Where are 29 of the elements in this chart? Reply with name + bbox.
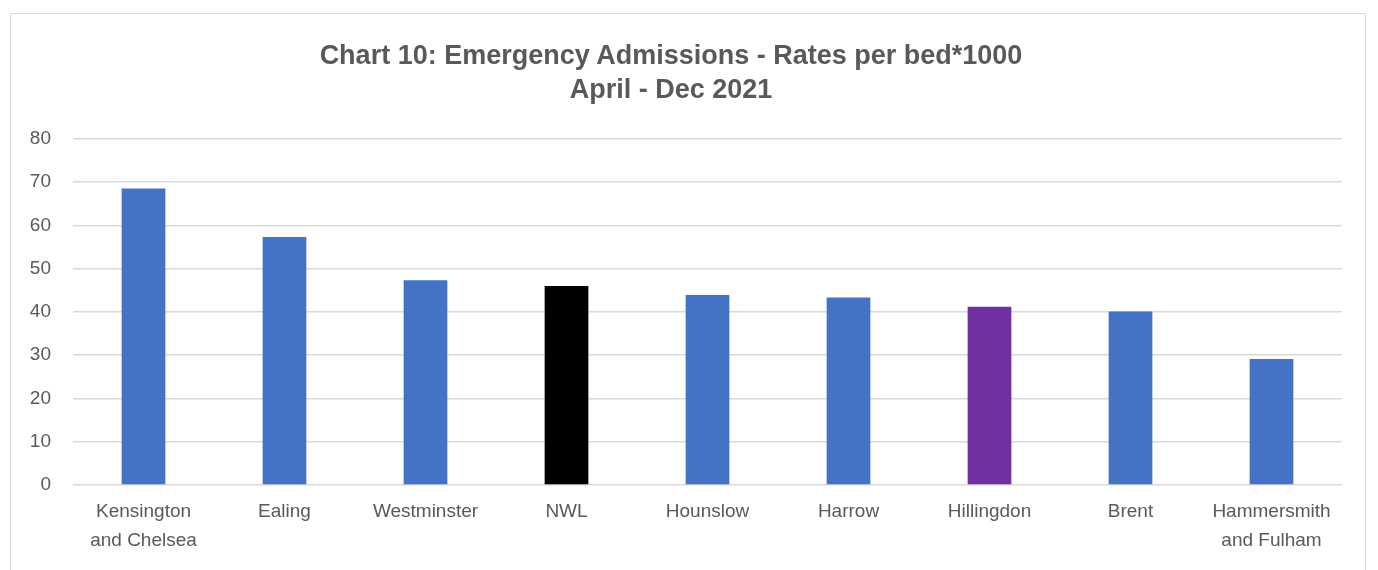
bar (826, 297, 871, 485)
bar (967, 306, 1012, 485)
x-tick-label: Brent (1107, 499, 1154, 521)
x-tick-label: NWL (545, 499, 588, 521)
y-tick-label: 30 (29, 343, 51, 365)
x-tick-label: Hammersmith and Fulham (1212, 499, 1331, 551)
bar (403, 280, 448, 485)
y-tick-label: 70 (29, 170, 51, 192)
chart-subtitle: April - Dec 2021 (569, 74, 773, 105)
x-tick-label: Hounslow (665, 499, 750, 521)
chart-title: Chart 10: Emergency Admissions - Rates per bed*1000 (319, 39, 1023, 70)
y-tick-label: 50 (29, 256, 51, 278)
bar (1249, 359, 1294, 485)
bar (544, 285, 589, 485)
x-tick-label: Hillingdon (947, 499, 1032, 521)
bar (262, 237, 307, 485)
x-tick-label: Kensington and Chelsea (90, 499, 198, 551)
x-tick-label: Westminster (372, 499, 479, 521)
bar (121, 188, 166, 485)
bar (685, 295, 730, 485)
x-tick-label: Harrow (817, 499, 880, 521)
x-tick-label: Ealing (258, 499, 311, 521)
y-tick-label: 60 (29, 213, 51, 235)
y-tick-label: 10 (29, 429, 51, 451)
bar (1108, 311, 1153, 485)
y-tick-label: 0 (40, 473, 51, 495)
y-tick-label: 40 (29, 300, 51, 322)
y-tick-label: 20 (29, 386, 51, 408)
y-tick-label: 80 (29, 127, 51, 149)
